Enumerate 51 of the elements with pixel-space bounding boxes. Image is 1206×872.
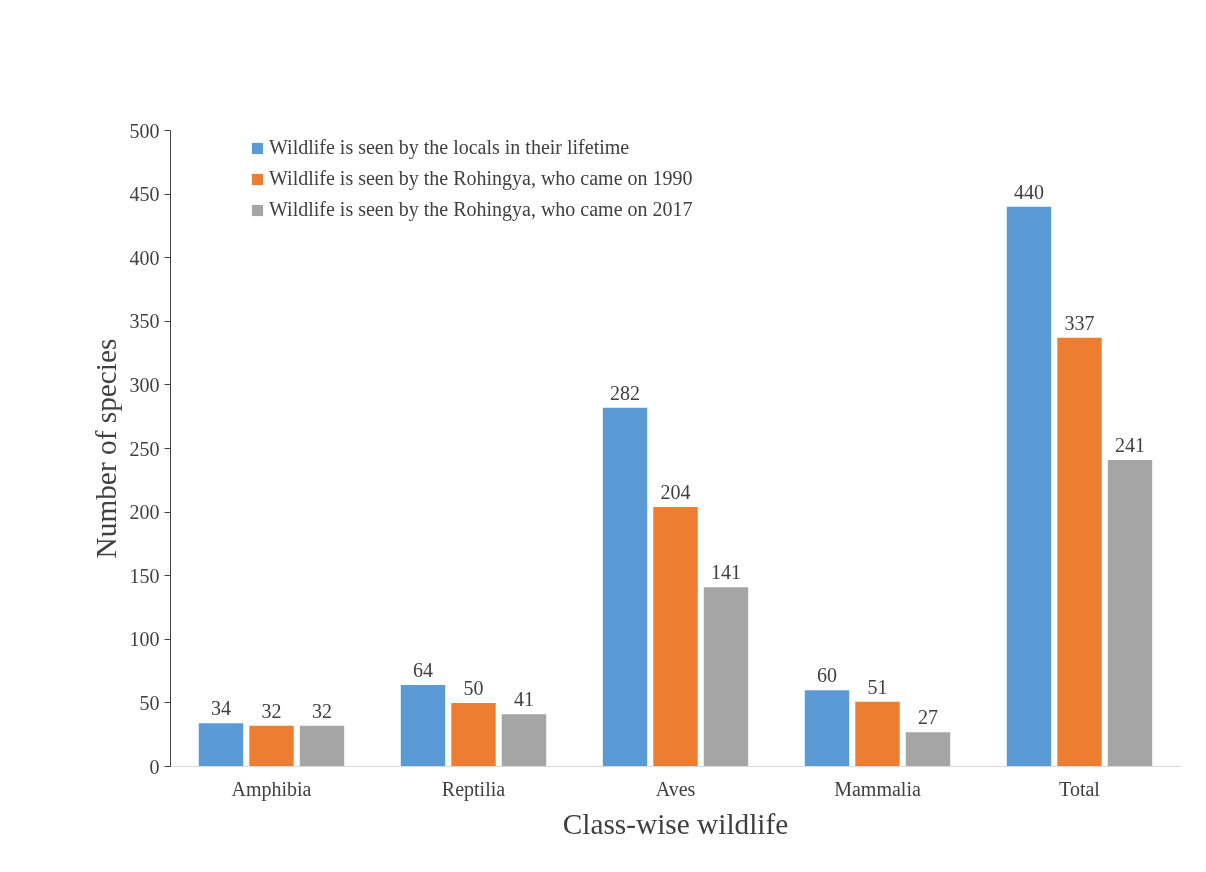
bar <box>400 685 446 767</box>
data-label: 27 <box>918 706 938 729</box>
data-label: 141 <box>711 561 741 584</box>
bar <box>804 690 850 767</box>
bar <box>198 723 244 767</box>
y-axis-title: Number of species <box>89 338 122 559</box>
y-tick-label: 300 <box>129 373 160 396</box>
bar <box>451 702 496 767</box>
y-tick-label: 150 <box>129 564 160 587</box>
data-label: 34 <box>211 697 231 720</box>
legend-label: Wildlife is seen by the Rohingya, who came on 1990 <box>269 167 693 190</box>
data-label: 51 <box>867 675 888 698</box>
bar <box>1107 459 1153 767</box>
bar <box>703 587 749 767</box>
data-label: 282 <box>610 381 640 404</box>
bar <box>1006 206 1052 767</box>
data-label: 32 <box>312 699 332 722</box>
bar <box>855 701 900 767</box>
x-tick-label: Amphibia <box>231 777 312 801</box>
y-tick-label: 200 <box>129 501 160 524</box>
bar <box>602 407 648 767</box>
bar <box>905 732 951 767</box>
bar <box>1057 337 1102 767</box>
x-axis-title: Class-wise wildlife <box>562 807 789 840</box>
bar <box>299 725 345 767</box>
legend-label: Wildlife is seen by the locals in their lifetime <box>269 136 630 159</box>
x-tick-label: Reptilia <box>441 777 506 801</box>
legend-label: Wildlife is seen by the Rohingya, who came on 2017 <box>269 198 693 221</box>
y-tick-label: 500 <box>129 119 160 142</box>
y-tick-label: 400 <box>129 246 160 269</box>
data-label: 60 <box>817 664 837 687</box>
y-tick-label: 100 <box>129 628 160 651</box>
data-label: 41 <box>514 688 534 711</box>
y-tick-label: 450 <box>129 183 160 206</box>
y-tick-label: 50 <box>139 691 160 714</box>
y-tick-label: 0 <box>149 755 160 778</box>
bar <box>249 725 294 767</box>
data-label: 241 <box>1115 433 1145 456</box>
x-tick-label: Total <box>1059 777 1101 800</box>
data-label: 440 <box>1014 180 1044 203</box>
bar <box>501 714 547 767</box>
y-tick-label: 350 <box>129 310 160 333</box>
data-label: 204 <box>660 481 691 504</box>
bar <box>653 507 698 767</box>
y-tick-label: 250 <box>129 437 160 460</box>
x-tick-label: Mammalia <box>834 777 921 800</box>
data-label: 32 <box>261 699 282 722</box>
data-label: 337 <box>1064 311 1095 334</box>
x-tick-label: Aves <box>655 777 696 800</box>
data-label: 50 <box>463 676 484 699</box>
data-label: 64 <box>413 659 433 682</box>
